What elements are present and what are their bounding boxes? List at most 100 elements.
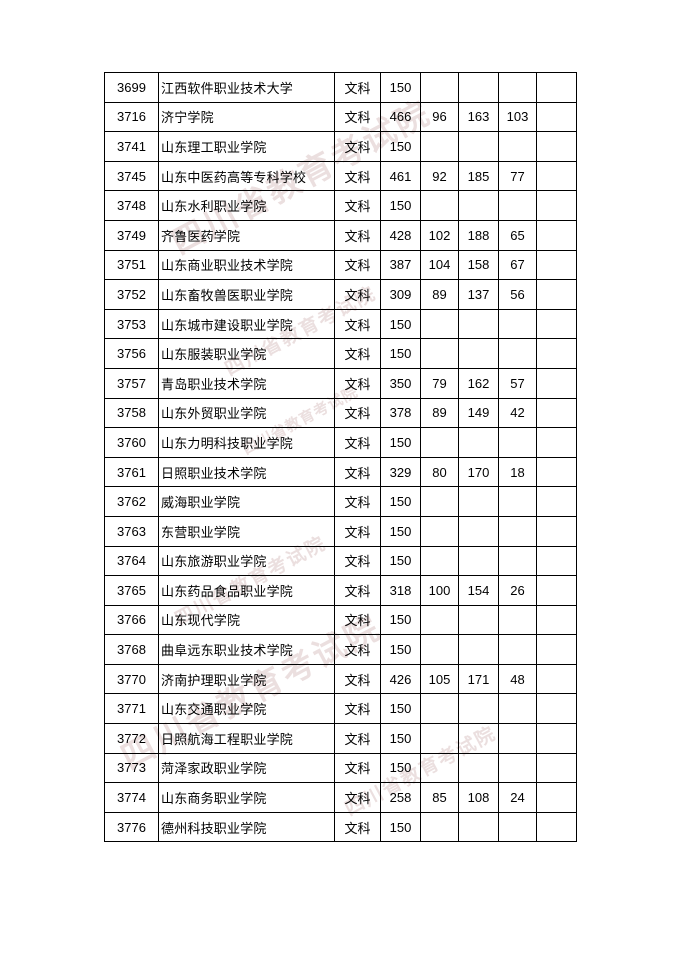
table-row: 3761 日照职业技术学院 文科 329 80 170 18 — [104, 456, 577, 488]
cell-remark — [536, 486, 577, 517]
cell-remark — [536, 752, 577, 784]
cell-name: 山东力明科技职业学院 — [158, 427, 335, 458]
cell-type: 文科 — [334, 72, 381, 103]
cell-score-min: 318 — [380, 575, 421, 606]
cell-chinese — [420, 72, 459, 103]
cell-remark — [536, 338, 577, 369]
cell-foreign: 77 — [498, 160, 537, 192]
cell-math — [458, 190, 499, 221]
cell-type: 文科 — [334, 131, 381, 162]
cell-type: 文科 — [334, 811, 381, 843]
cell-type: 文科 — [334, 663, 381, 695]
cell-foreign — [498, 72, 537, 103]
cell-code: 3763 — [104, 515, 159, 547]
cell-chinese — [420, 338, 459, 369]
cell-foreign: 57 — [498, 367, 537, 399]
cell-remark — [536, 545, 577, 577]
cell-math — [458, 338, 499, 369]
cell-type: 文科 — [334, 515, 381, 547]
cell-name: 山东理工职业学院 — [158, 131, 335, 162]
cell-name: 山东外贸职业学院 — [158, 397, 335, 429]
cell-foreign — [498, 427, 537, 458]
cell-score-min: 258 — [380, 782, 421, 813]
cell-remark — [536, 811, 577, 843]
cell-foreign — [498, 693, 537, 725]
cell-chinese: 80 — [420, 456, 459, 488]
cell-math: 162 — [458, 367, 499, 399]
cell-foreign: 42 — [498, 397, 537, 429]
cell-name: 日照航海工程职业学院 — [158, 723, 335, 754]
cell-name: 山东药品食品职业学院 — [158, 575, 335, 606]
table-row: 3751 山东商业职业技术学院 文科 387 104 158 67 — [104, 249, 577, 281]
cell-chinese: 89 — [420, 279, 459, 310]
cell-type: 文科 — [334, 752, 381, 784]
cell-type: 文科 — [334, 634, 381, 665]
table-row: 3753 山东城市建设职业学院 文科 150 — [104, 308, 577, 340]
cell-chinese: 105 — [420, 663, 459, 695]
cell-code: 3766 — [104, 604, 159, 636]
cell-chinese — [420, 811, 459, 843]
cell-name: 江西软件职业技术大学 — [158, 72, 335, 103]
cell-code: 3716 — [104, 101, 159, 133]
cell-code: 3765 — [104, 575, 159, 606]
cell-math — [458, 486, 499, 517]
cell-score-min: 150 — [380, 752, 421, 784]
cell-code: 3761 — [104, 456, 159, 488]
cell-remark — [536, 456, 577, 488]
cell-type: 文科 — [334, 397, 381, 429]
cell-math — [458, 72, 499, 103]
cell-code: 3749 — [104, 219, 159, 251]
cell-foreign — [498, 131, 537, 162]
cell-chinese — [420, 486, 459, 517]
cell-score-min: 428 — [380, 219, 421, 251]
cell-foreign — [498, 515, 537, 547]
cell-foreign: 18 — [498, 456, 537, 488]
cell-chinese — [420, 515, 459, 547]
table-row: 3771 山东交通职业学院 文科 150 — [104, 693, 577, 725]
cell-chinese — [420, 634, 459, 665]
cell-chinese — [420, 308, 459, 340]
cell-code: 3762 — [104, 486, 159, 517]
cell-score-min: 426 — [380, 663, 421, 695]
cell-remark — [536, 131, 577, 162]
cell-chinese — [420, 545, 459, 577]
cell-chinese — [420, 427, 459, 458]
table-row: 3758 山东外贸职业学院 文科 378 89 149 42 — [104, 397, 577, 429]
cell-name: 德州科技职业学院 — [158, 811, 335, 843]
cell-remark — [536, 72, 577, 103]
table-row: 3762 威海职业学院 文科 150 — [104, 486, 577, 517]
cell-foreign — [498, 338, 537, 369]
cell-remark — [536, 101, 577, 133]
table-row: 3774 山东商务职业学院 文科 258 85 108 24 — [104, 782, 577, 813]
cell-type: 文科 — [334, 456, 381, 488]
cell-chinese: 96 — [420, 101, 459, 133]
cell-remark — [536, 427, 577, 458]
cell-type: 文科 — [334, 782, 381, 813]
cell-code: 3773 — [104, 752, 159, 784]
table-row: 3757 青岛职业技术学院 文科 350 79 162 57 — [104, 367, 577, 399]
cell-name: 山东商业职业技术学院 — [158, 249, 335, 281]
cell-score-min: 150 — [380, 131, 421, 162]
score-table-body: 3699 江西软件职业技术大学 文科 150 3716 济宁学院 文科 466 96 163 103… — [104, 72, 577, 843]
cell-remark — [536, 249, 577, 281]
cell-chinese — [420, 693, 459, 725]
cell-name: 山东服装职业学院 — [158, 338, 335, 369]
cell-foreign — [498, 752, 537, 784]
cell-chinese: 92 — [420, 160, 459, 192]
cell-math: 137 — [458, 279, 499, 310]
cell-math — [458, 693, 499, 725]
cell-name: 青岛职业技术学院 — [158, 367, 335, 399]
cell-foreign — [498, 811, 537, 843]
cell-math — [458, 545, 499, 577]
cell-score-min: 150 — [380, 723, 421, 754]
cell-remark — [536, 782, 577, 813]
cell-foreign — [498, 308, 537, 340]
cell-math: 185 — [458, 160, 499, 192]
cell-remark — [536, 515, 577, 547]
cell-score-min: 150 — [380, 338, 421, 369]
cell-score-min: 150 — [380, 811, 421, 843]
cell-type: 文科 — [334, 693, 381, 725]
cell-score-min: 309 — [380, 279, 421, 310]
cell-foreign — [498, 723, 537, 754]
